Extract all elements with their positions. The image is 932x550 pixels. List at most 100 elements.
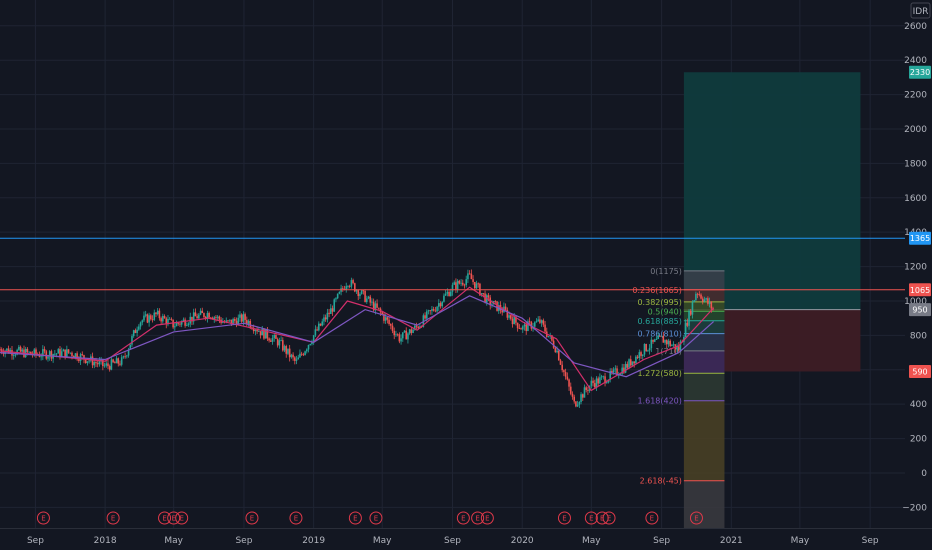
time-tick-label: Sep	[862, 536, 879, 546]
candle-body	[573, 396, 575, 402]
candle-body	[160, 318, 162, 322]
candle-body	[372, 301, 375, 311]
candle-body	[74, 353, 77, 358]
price-badge	[909, 364, 931, 378]
candle-body	[47, 356, 49, 359]
candle-body	[33, 349, 36, 355]
candle-body	[659, 335, 661, 337]
earnings-label: E	[353, 515, 357, 523]
earnings-label: E	[111, 515, 115, 523]
candle-body	[629, 359, 632, 366]
candle-body	[552, 340, 555, 348]
candle-body	[156, 310, 159, 315]
candle-body	[249, 320, 252, 328]
candle-body	[312, 335, 315, 343]
candle-body	[580, 394, 582, 403]
candle-body	[612, 369, 615, 373]
candle-body	[701, 298, 704, 302]
candle-body	[539, 319, 541, 323]
candle-body	[371, 301, 373, 303]
long-position-tool[interactable]	[683, 72, 861, 372]
price-tick-label: 2400	[904, 56, 927, 66]
candle-body	[96, 363, 99, 365]
earnings-icon	[106, 511, 120, 525]
candle-body	[199, 310, 202, 315]
candle-body	[516, 322, 519, 329]
candle-body	[710, 301, 713, 309]
price-axis[interactable]: −200020040060080010001200140016001800200…	[902, 0, 932, 550]
candle-body	[300, 353, 303, 355]
earnings-icon	[602, 511, 616, 525]
candle-body	[441, 301, 444, 307]
candle-body	[703, 299, 706, 302]
candle-body	[228, 319, 231, 321]
candle-body	[136, 329, 138, 333]
candle-body	[460, 282, 462, 284]
candle-body	[198, 314, 200, 319]
time-tick-label: Sep	[235, 536, 252, 546]
candle-body	[225, 320, 228, 323]
candle-body	[465, 279, 468, 285]
candle-body	[575, 401, 577, 407]
candle-body	[449, 291, 452, 297]
candle-body	[388, 319, 390, 325]
fibonacci-extension[interactable]: 0(1175)0.236(1065)0.382(995)0.5(940)0.61…	[632, 267, 725, 528]
candle-body	[578, 402, 581, 405]
earnings-icon	[456, 511, 470, 525]
moving-average-line	[0, 295, 714, 378]
candle-body	[258, 331, 260, 332]
candle-body	[700, 294, 702, 299]
candle-body	[259, 331, 262, 336]
candle-body	[386, 317, 389, 320]
fib-level-label: 1(710)	[655, 347, 682, 356]
candle-body	[35, 349, 37, 355]
candle-body	[463, 284, 466, 286]
candle-body	[537, 319, 540, 322]
candle-body	[232, 319, 234, 325]
candle-body	[657, 335, 659, 340]
candle-body	[410, 329, 413, 333]
candle-body	[688, 310, 690, 326]
candle-body	[691, 302, 694, 315]
candle-body	[314, 329, 317, 336]
candle-body	[635, 356, 637, 364]
candle-body	[468, 273, 471, 275]
candle-body	[285, 346, 288, 354]
candle-body	[216, 316, 219, 318]
candle-body	[215, 317, 217, 319]
candle-body	[30, 351, 32, 355]
candle-body	[482, 293, 485, 294]
candle-body	[359, 294, 361, 297]
candle-body	[102, 359, 104, 367]
candle-body	[667, 340, 670, 345]
candle-body	[19, 346, 22, 352]
candle-body	[295, 359, 298, 361]
candle-body	[581, 394, 584, 398]
candle-body	[179, 323, 181, 325]
time-axis[interactable]: Sep 2018 May Sep 2019 May Sep 2020 May Sep 2021 May…	[0, 528, 932, 550]
earnings-icon	[245, 511, 259, 525]
candle-body	[650, 339, 653, 349]
candle-body	[401, 332, 404, 339]
time-tick-label: Sep	[653, 536, 670, 546]
candle-body	[391, 325, 394, 331]
candle-body	[323, 317, 325, 322]
horizontal-lines[interactable]	[0, 237, 905, 291]
candle-body	[455, 282, 457, 290]
candle-body	[43, 349, 46, 352]
candle-body	[623, 367, 625, 373]
candle-body	[208, 313, 210, 318]
currency-label[interactable]: IDR	[910, 2, 931, 19]
fib-band	[683, 350, 725, 374]
earnings-icon	[175, 511, 189, 525]
candle-body	[288, 348, 291, 358]
candle-body	[417, 326, 420, 329]
candle-body	[432, 309, 435, 311]
candle-body	[283, 346, 286, 351]
time-tick-label: Sep	[27, 536, 44, 546]
earnings-label: E	[485, 515, 489, 523]
candle-body	[165, 318, 168, 325]
